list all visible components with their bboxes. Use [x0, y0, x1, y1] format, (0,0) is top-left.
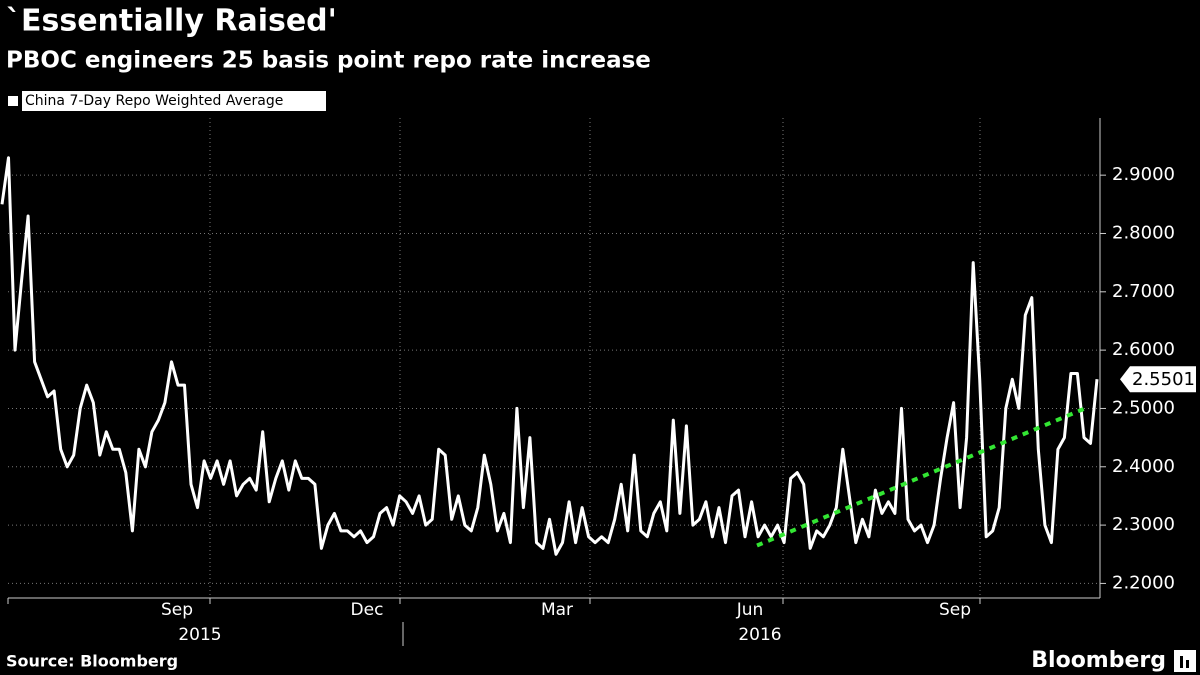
source: Source: Bloomberg — [6, 652, 178, 671]
year-label: 2015 — [178, 625, 221, 645]
last-value-label: 2.5501 — [1132, 369, 1195, 390]
legend-label: China 7-Day Repo Weighted Average — [25, 93, 283, 109]
x-tick-label: Sep — [161, 600, 193, 620]
series-line — [0, 156, 1099, 556]
year-label: 2016 — [738, 625, 781, 645]
y-tick-label: 2.5000 — [1112, 397, 1175, 418]
y-tick-label: 2.7000 — [1112, 281, 1175, 302]
chart-subtitle: PBOC engineers 25 basis point repo rate … — [6, 48, 651, 74]
y-tick-label: 2.3000 — [1112, 514, 1175, 535]
legend-label-bg — [22, 91, 326, 111]
y-tick-label: 2.8000 — [1112, 222, 1175, 243]
legend-swatch — [8, 96, 18, 106]
brand-icon-bar — [1186, 660, 1189, 668]
y-tick-label: 2.6000 — [1112, 339, 1175, 360]
x-tick-label: Sep — [939, 600, 971, 620]
x-tick-label: Dec — [351, 600, 384, 620]
chart-title: `Essentially Raised' — [6, 4, 337, 39]
last-value-callout — [1120, 366, 1196, 393]
brand-icon — [1174, 650, 1196, 672]
x-tick-label: Jun — [736, 600, 764, 620]
y-tick-label: 2.4000 — [1112, 456, 1175, 477]
brand-icon-bar — [1180, 656, 1183, 668]
y-tick-label: 2.2000 — [1112, 572, 1175, 593]
x-tick-label: Mar — [541, 600, 573, 620]
brand: Bloomberg — [1031, 648, 1166, 673]
y-tick-label: 2.9000 — [1112, 164, 1175, 185]
